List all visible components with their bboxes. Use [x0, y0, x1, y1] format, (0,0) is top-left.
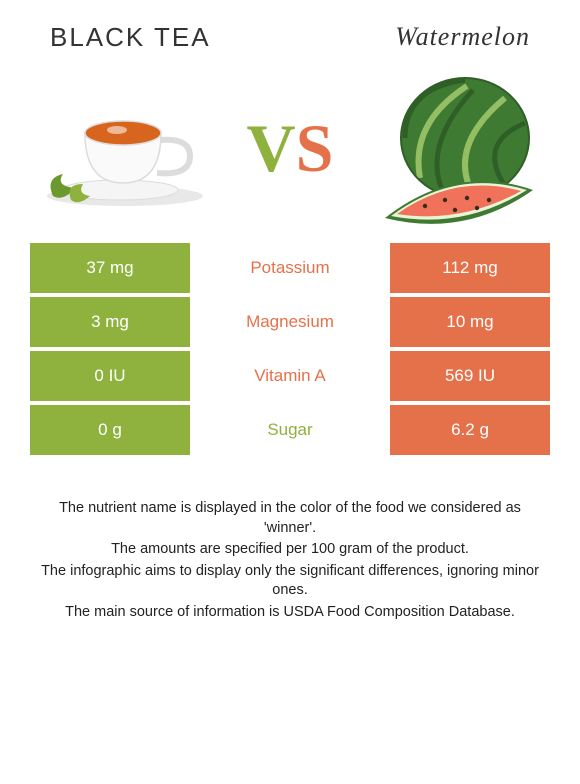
vs-s-letter: S [296, 110, 334, 186]
left-food-image [30, 68, 220, 228]
nutrient-label: Sugar [190, 405, 390, 455]
footnotes: The nutrient name is displayed in the co… [0, 459, 580, 622]
nutrient-right-value: 10 mg [390, 297, 550, 347]
nutrient-right-value: 569 IU [390, 351, 550, 401]
footnote-line: The main source of information is USDA F… [38, 603, 542, 623]
left-food-title: BLACK TEA [50, 22, 211, 53]
vs-label: VS [230, 114, 350, 182]
nutrient-table: 37 mgPotassium112 mg3 mgMagnesium10 mg0 … [0, 243, 580, 455]
nutrient-row: 0 IUVitamin A569 IU [30, 351, 550, 401]
vs-v-letter: V [247, 110, 296, 186]
footnote-line: The nutrient name is displayed in the co… [38, 499, 542, 538]
right-food-image [360, 68, 550, 228]
nutrient-label: Potassium [190, 243, 390, 293]
nutrient-left-value: 3 mg [30, 297, 190, 347]
nutrient-left-value: 0 g [30, 405, 190, 455]
footnote-line: The infographic aims to display only the… [38, 562, 542, 601]
nutrient-right-value: 112 mg [390, 243, 550, 293]
images-row: VS [0, 53, 580, 243]
nutrient-left-value: 37 mg [30, 243, 190, 293]
nutrient-row: 3 mgMagnesium10 mg [30, 297, 550, 347]
nutrient-right-value: 6.2 g [390, 405, 550, 455]
nutrient-left-value: 0 IU [30, 351, 190, 401]
nutrient-row: 0 gSugar6.2 g [30, 405, 550, 455]
nutrient-label: Magnesium [190, 297, 390, 347]
nutrient-row: 37 mgPotassium112 mg [30, 243, 550, 293]
nutrient-label: Vitamin A [190, 351, 390, 401]
right-food-title: Watermelon [395, 22, 530, 53]
footnote-line: The amounts are specified per 100 gram o… [38, 540, 542, 560]
